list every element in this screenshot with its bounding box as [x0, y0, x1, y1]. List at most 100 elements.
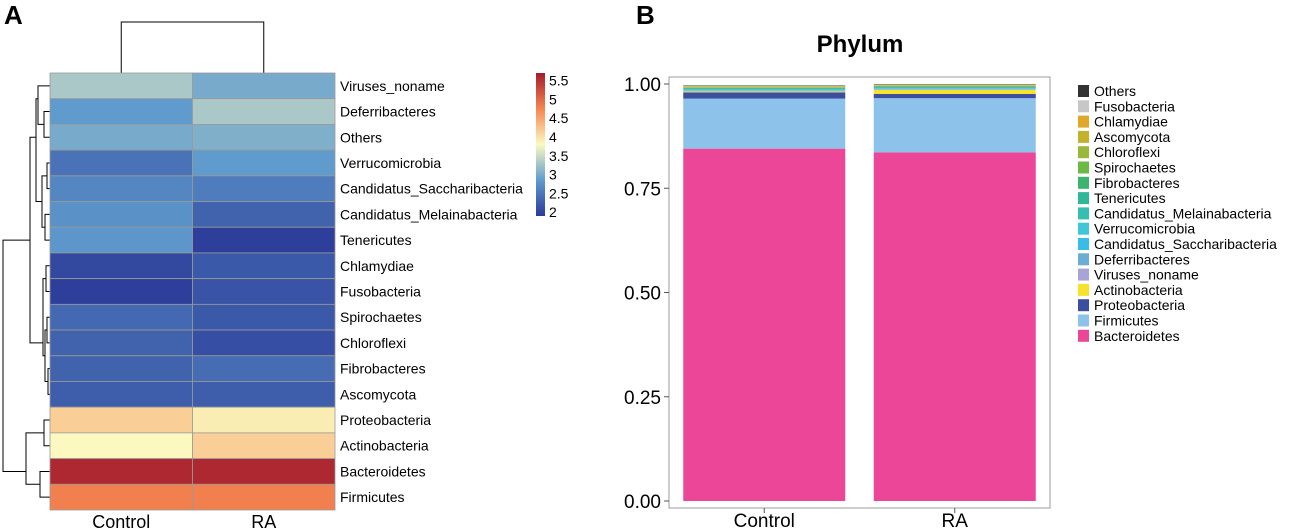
y-tick-label: 0.00 — [624, 492, 661, 513]
heatmap-cell — [192, 303, 336, 331]
y-tick-label: 0.25 — [624, 388, 661, 409]
bar-segment — [873, 89, 1036, 95]
heatmap-row-label: Candidatus_Melainabacteria — [340, 206, 518, 222]
legend-swatch — [1078, 283, 1089, 296]
colorbar-tick-label: 5.5 — [549, 73, 569, 89]
heatmap-cell — [192, 124, 336, 151]
heatmap-cell — [49, 252, 193, 280]
dendrogram-branch — [39, 470, 50, 498]
legend-swatch — [1078, 238, 1089, 250]
heatmap-cell — [192, 201, 336, 228]
colorbar-gradient — [536, 73, 545, 216]
heatmap-cell — [192, 355, 336, 382]
heatmap-cell — [49, 226, 193, 254]
colorbar-tick-label: 4 — [549, 129, 557, 145]
heatmap-cell — [192, 226, 336, 254]
x-tick-label: Control — [734, 511, 795, 530]
heatmap-cell — [192, 175, 336, 202]
legend-label: Fusobacteria — [1094, 98, 1175, 114]
heatmap-row-label: Verrucomicrobia — [340, 155, 441, 171]
legend-swatch — [1078, 85, 1089, 97]
dendrogram-branch — [42, 278, 46, 357]
heatmap-cell — [192, 98, 336, 125]
heatmap-cell — [192, 72, 336, 100]
legend-label: Candidatus_Melainabacteria — [1094, 205, 1272, 221]
bar-segment — [683, 148, 846, 501]
bar-segment — [873, 94, 1036, 99]
legend-swatch — [1078, 268, 1089, 281]
y-tick-label: 0.50 — [624, 284, 661, 305]
legend-label: Others — [1094, 83, 1136, 99]
stacked-bar-chart: Phylum 0.00 0.25 0.50 0.75 1.00 Control RA Oth… — [624, 31, 1277, 530]
heatmap-row-label: Viruses_noname — [340, 78, 445, 94]
colorbar-tick-label: 4.5 — [549, 110, 569, 126]
legend-label: Candidatus_Saccharibacteria — [1094, 236, 1277, 252]
legend-swatch — [1078, 207, 1089, 220]
heatmap-column-label: RA — [251, 512, 276, 530]
panel-label-a: A — [4, 0, 23, 30]
legend-label: Verrucomicrobia — [1094, 221, 1195, 237]
heatmap-cell — [49, 98, 193, 125]
heatmap-cell — [49, 149, 193, 177]
heatmap-cell — [192, 381, 336, 408]
legend-swatch — [1078, 161, 1089, 174]
colorbar-tick-label: 3 — [549, 167, 557, 183]
legend-label: Chloroflexi — [1094, 144, 1160, 160]
colorbar-tick-label: 5 — [549, 91, 557, 107]
legend-label: Proteobacteria — [1094, 297, 1185, 313]
heatmap-cell — [49, 201, 193, 228]
heatmap-cells — [49, 72, 336, 511]
heatmap-cell — [49, 175, 193, 202]
heatmap-row-label: Fibrobacteres — [340, 361, 426, 377]
heatmap-row-label: Chlamydiae — [340, 258, 414, 274]
dendrogram-branch — [43, 111, 50, 138]
legend-swatch — [1078, 299, 1089, 312]
legend-swatch — [1078, 100, 1089, 113]
bar-plot-area: 0.00 0.25 0.50 0.75 1.00 Control RA — [624, 75, 1051, 530]
legend-swatch — [1078, 176, 1089, 189]
bar-segment — [683, 88, 846, 90]
dendrogram-branch — [120, 21, 265, 73]
legend-swatch — [1078, 329, 1089, 342]
heatmap-cell — [192, 149, 336, 177]
heatmap-column-labels: Control RA — [92, 512, 276, 530]
heatmap-row-label: Bacteroidetes — [340, 463, 426, 479]
legend-label: Chlamydiae — [1094, 114, 1168, 130]
bar-segment — [683, 91, 846, 93]
bar-segment — [683, 89, 846, 91]
dendrogram-branch — [25, 432, 44, 485]
dendrogram-branch — [46, 162, 50, 190]
row-dendrogram — [2, 85, 50, 498]
heatmap-chart: Viruses_noname Deferribacteres Others Verru… — [2, 21, 569, 530]
dendrogram-branch — [44, 213, 50, 241]
bar-legend: OthersFusobacteriaChlamydiaeAscomycotaCh… — [1078, 83, 1277, 344]
heatmap-row-label: Proteobacteria — [340, 412, 431, 428]
heatmap-row-label: Others — [340, 129, 382, 145]
y-tick-label: 0.75 — [624, 179, 661, 200]
heatmap-cell — [49, 278, 193, 305]
legend-label: Deferribacteres — [1094, 251, 1190, 267]
heatmap-row-label: Firmicutes — [340, 489, 405, 505]
x-tick-label: RA — [942, 511, 969, 530]
column-dendrogram — [120, 21, 265, 73]
heatmap-row-label: Tenericutes — [340, 232, 412, 248]
heatmap-cell — [49, 355, 193, 382]
heatmap-cell — [49, 432, 193, 459]
heatmap-cell — [49, 406, 193, 434]
heatmap-row-label: Actinobacteria — [340, 438, 429, 454]
dendrogram-branch — [45, 265, 50, 292]
legend-label: Ascomycota — [1094, 129, 1170, 145]
legend-swatch — [1078, 130, 1089, 143]
legend-label: Viruses_noname — [1094, 267, 1199, 283]
dendrogram-branch — [46, 316, 50, 344]
legend-label: Fibrobacteres — [1094, 175, 1180, 191]
legend-label: Firmicutes — [1094, 313, 1159, 329]
heatmap-row-label: Chloroflexi — [340, 335, 406, 351]
legend-swatch — [1078, 192, 1089, 205]
heatmap-row-label: Spirochaetes — [340, 309, 422, 325]
heatmap-cell — [192, 432, 336, 459]
heatmap-cell — [49, 303, 193, 331]
heatmap-cell — [49, 381, 193, 408]
legend-label: Bacteroidetes — [1094, 328, 1180, 344]
heatmap-cell — [49, 72, 193, 100]
